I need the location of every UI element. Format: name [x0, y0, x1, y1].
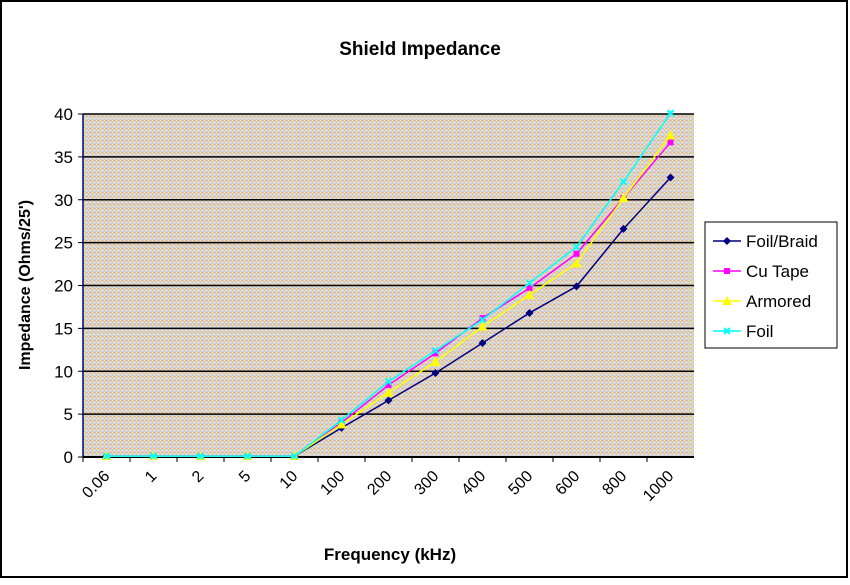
- y-tick-label: 0: [64, 448, 73, 467]
- data-point: [477, 321, 488, 331]
- y-tick-label: 15: [54, 319, 73, 338]
- legend-label: Foil: [746, 322, 773, 341]
- y-axis-label: Impedance (Ohms/25'): [17, 200, 34, 370]
- data-point: [336, 419, 347, 429]
- data-point: [573, 250, 580, 257]
- data-point: [524, 289, 535, 299]
- data-point: [102, 452, 111, 460]
- data-point: [430, 356, 441, 366]
- data-point: [572, 282, 581, 291]
- legend-label: Armored: [746, 292, 811, 311]
- legend-label: Foil/Braid: [746, 232, 818, 251]
- y-tick-label: 25: [54, 234, 73, 253]
- y-tick-label: 5: [64, 405, 73, 424]
- chart-title: Shield Impedance: [339, 39, 501, 60]
- legend-label: Cu Tape: [746, 262, 809, 281]
- data-point: [526, 285, 533, 292]
- y-tick-label: 35: [54, 148, 73, 167]
- legend-marker: [724, 268, 730, 274]
- legend-marker: [723, 327, 731, 335]
- data-point: [431, 368, 440, 377]
- data-point: [149, 452, 158, 460]
- data-point: [572, 243, 581, 251]
- data-point: [618, 193, 629, 203]
- data-point: [383, 387, 394, 397]
- data-point: [666, 109, 675, 117]
- data-point: [384, 377, 393, 386]
- legend-marker: [723, 237, 731, 245]
- y-tick-label: 10: [54, 362, 73, 381]
- data-point: [385, 381, 392, 388]
- data-point: [619, 178, 628, 186]
- y-tick-label: 30: [54, 191, 73, 210]
- data-point: [384, 396, 393, 405]
- data-point: [667, 139, 674, 146]
- data-point: [525, 279, 534, 287]
- data-point: [243, 452, 252, 460]
- data-point: [290, 452, 299, 460]
- data-point: [525, 308, 534, 317]
- data-point: [619, 224, 628, 233]
- legend-marker: [722, 296, 732, 305]
- data-point: [478, 316, 487, 324]
- y-tick-label: 20: [54, 277, 73, 296]
- data-point: [337, 416, 346, 424]
- data-point: [665, 130, 676, 140]
- y-tick-label: 40: [54, 105, 73, 124]
- data-point: [431, 346, 440, 355]
- x-axis-label: Frequency (kHz): [324, 545, 456, 564]
- data-point: [432, 350, 439, 357]
- data-point: [666, 173, 675, 182]
- data-point: [571, 258, 582, 268]
- data-point: [196, 452, 205, 460]
- data-point: [479, 315, 486, 322]
- data-point: [478, 338, 487, 347]
